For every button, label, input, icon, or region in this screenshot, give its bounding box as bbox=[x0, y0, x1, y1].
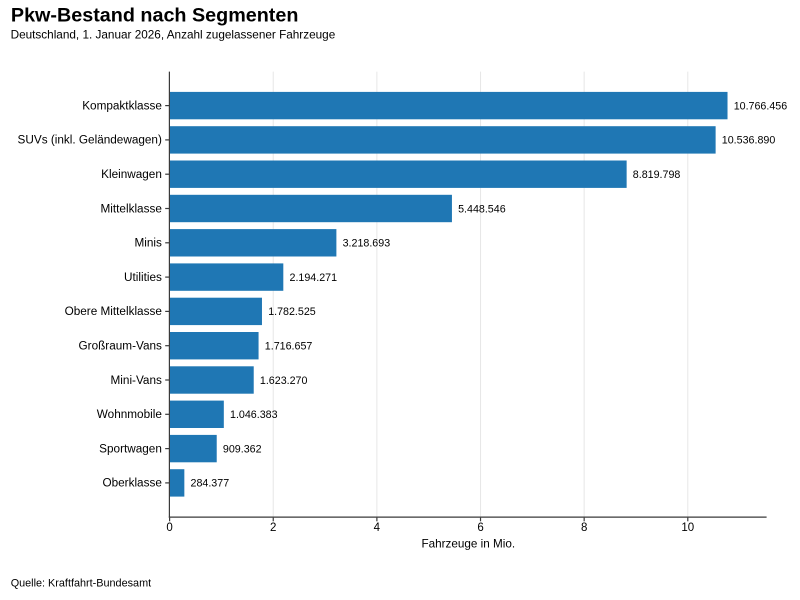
svg-text:5.448.546: 5.448.546 bbox=[458, 203, 506, 215]
svg-text:2.194.271: 2.194.271 bbox=[290, 272, 338, 284]
svg-text:0: 0 bbox=[166, 522, 172, 534]
svg-text:1.782.525: 1.782.525 bbox=[268, 306, 316, 318]
svg-text:Deutschland, 1. Januar 2026, A: Deutschland, 1. Januar 2026, Anzahl zuge… bbox=[11, 29, 336, 42]
svg-text:1.046.383: 1.046.383 bbox=[230, 409, 278, 421]
svg-text:Minis: Minis bbox=[134, 237, 162, 250]
svg-text:Pkw-Bestand nach Segmenten: Pkw-Bestand nach Segmenten bbox=[11, 5, 299, 27]
svg-text:8: 8 bbox=[581, 522, 587, 534]
svg-text:Großraum-Vans: Großraum-Vans bbox=[79, 340, 162, 353]
svg-text:10.536.890: 10.536.890 bbox=[722, 135, 776, 147]
svg-text:10: 10 bbox=[681, 522, 694, 534]
svg-text:1.623.270: 1.623.270 bbox=[260, 375, 308, 387]
svg-text:SUVs (inkl. Geländewagen): SUVs (inkl. Geländewagen) bbox=[18, 134, 162, 147]
svg-text:Mittelklasse: Mittelklasse bbox=[101, 202, 163, 215]
svg-text:Oberklasse: Oberklasse bbox=[102, 477, 162, 490]
svg-text:10.766.456: 10.766.456 bbox=[734, 100, 788, 112]
svg-text:Sportwagen: Sportwagen bbox=[99, 442, 162, 455]
svg-text:Fahrzeuge in Mio.: Fahrzeuge in Mio. bbox=[422, 537, 516, 550]
svg-text:Wohnmobile: Wohnmobile bbox=[97, 408, 163, 421]
svg-text:6: 6 bbox=[477, 522, 483, 534]
svg-text:Quelle: Kraftfahrt-Bundesamt: Quelle: Kraftfahrt-Bundesamt bbox=[11, 578, 151, 590]
svg-text:Kleinwagen: Kleinwagen bbox=[101, 168, 162, 181]
svg-text:Mini-Vans: Mini-Vans bbox=[111, 374, 162, 387]
svg-text:2: 2 bbox=[270, 522, 276, 534]
svg-text:3.218.693: 3.218.693 bbox=[343, 238, 391, 250]
svg-text:1.716.657: 1.716.657 bbox=[265, 341, 313, 353]
svg-text:Kompaktklasse: Kompaktklasse bbox=[82, 99, 162, 112]
svg-text:284.377: 284.377 bbox=[191, 478, 230, 490]
svg-text:4: 4 bbox=[374, 522, 381, 534]
svg-text:8.819.798: 8.819.798 bbox=[633, 169, 681, 181]
svg-text:Obere Mittelklasse: Obere Mittelklasse bbox=[65, 305, 163, 318]
svg-text:Utilities: Utilities bbox=[124, 271, 162, 284]
svg-text:909.362: 909.362 bbox=[223, 443, 262, 455]
